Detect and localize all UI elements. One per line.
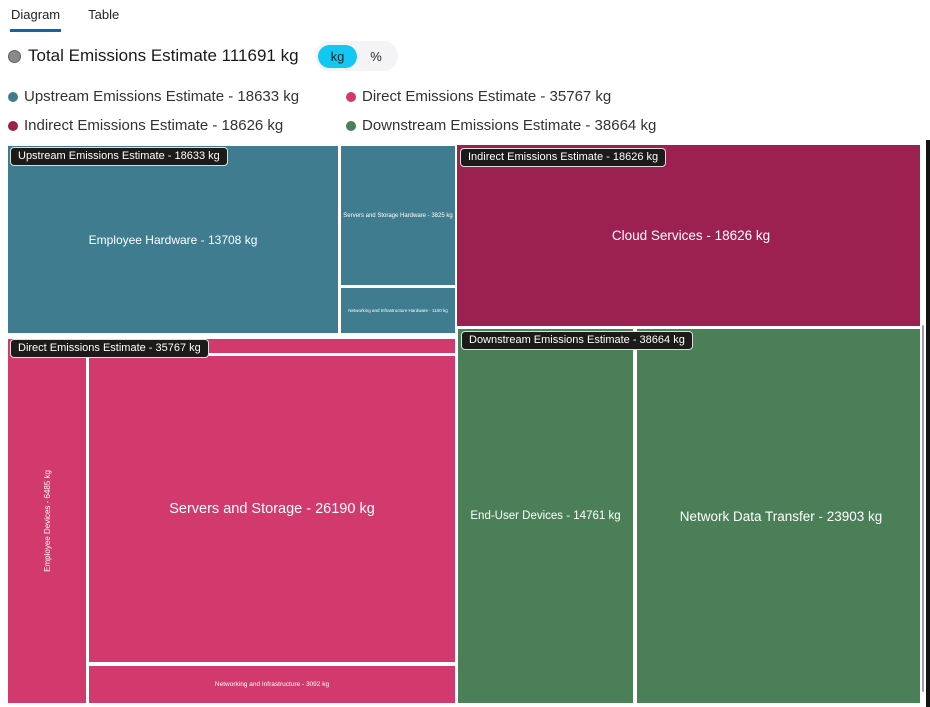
downstream-dot-icon bbox=[346, 120, 356, 131]
unit-toggle-kg[interactable]: kg bbox=[317, 44, 358, 68]
unit-toggle-percent[interactable]: % bbox=[370, 48, 382, 64]
treemap-box-end-user-devices[interactable]: End-User Devices - 14761 kg bbox=[458, 329, 633, 703]
legend-row-1: Upstream Emissions Estimate - 18633 kg D… bbox=[8, 82, 930, 111]
tab-bar: Diagram Table bbox=[0, 0, 930, 32]
treemap-box-networking-infrastructure-hardware[interactable]: Networking and Infrastructure Hardware -… bbox=[341, 288, 455, 333]
treemap-box-cloud-services[interactable]: Cloud Services - 18626 kg bbox=[457, 145, 925, 326]
treemap-box-servers-storage-hardware[interactable]: Servers and Storage Hardware - 3825 kg bbox=[341, 146, 455, 285]
legend: Upstream Emissions Estimate - 18633 kg D… bbox=[8, 82, 930, 140]
legend-item-upstream[interactable]: Upstream Emissions Estimate - 18633 kg bbox=[8, 88, 346, 105]
downstream-group-badge: Downstream Emissions Estimate - 38664 kg bbox=[461, 331, 693, 350]
indirect-dot-icon bbox=[8, 120, 18, 131]
legend-label-upstream: Upstream Emissions Estimate - 18633 kg bbox=[24, 88, 300, 105]
window-right-edge bbox=[926, 140, 930, 707]
direct-group-badge: Direct Emissions Estimate - 35767 kg bbox=[10, 339, 209, 358]
tab-diagram[interactable]: Diagram bbox=[10, 5, 62, 32]
legend-item-indirect[interactable]: Indirect Emissions Estimate - 18626 kg bbox=[8, 117, 346, 134]
legend-item-direct[interactable]: Direct Emissions Estimate - 35767 kg bbox=[346, 88, 611, 105]
legend-label-indirect: Indirect Emissions Estimate - 18626 kg bbox=[24, 117, 284, 134]
tab-table[interactable]: Table bbox=[88, 7, 120, 22]
upstream-dot-icon bbox=[8, 91, 18, 102]
legend-item-downstream[interactable]: Downstream Emissions Estimate - 38664 kg bbox=[346, 117, 656, 134]
treemap-box-servers-and-storage[interactable]: Servers and Storage - 26190 kg bbox=[89, 356, 455, 662]
direct-dot-icon bbox=[346, 91, 356, 102]
upstream-group-badge: Upstream Emissions Estimate - 18633 kg bbox=[10, 147, 228, 166]
employee-devices-label: Employee Devices - 6485 kg bbox=[42, 470, 52, 572]
legend-row-2: Indirect Emissions Estimate - 18626 kg D… bbox=[8, 111, 930, 140]
total-emissions-label: Total Emissions Estimate 111691 kg bbox=[28, 46, 299, 65]
legend-label-direct: Direct Emissions Estimate - 35767 kg bbox=[362, 88, 612, 105]
indirect-group-badge: Indirect Emissions Estimate - 18626 kg bbox=[460, 148, 667, 167]
unit-toggle: kg % bbox=[314, 41, 398, 71]
treemap-box-network-data-transfer[interactable]: Network Data Transfer - 23903 kg bbox=[637, 329, 925, 703]
treemap-box-employee-devices[interactable]: Employee Devices - 6485 kg bbox=[8, 339, 86, 703]
vertical-scrollbar-thumb[interactable] bbox=[922, 325, 924, 692]
total-row: Total Emissions Estimate 111691 kg kg % bbox=[8, 40, 930, 72]
treemap-box-employee-hardware[interactable]: Employee Hardware - 13708 kg bbox=[8, 146, 338, 333]
treemap-diagram: Upstream Emissions Estimate - 18633 kg E… bbox=[0, 140, 930, 707]
total-dot-icon bbox=[8, 49, 21, 63]
legend-label-downstream: Downstream Emissions Estimate - 38664 kg bbox=[362, 117, 657, 134]
treemap-box-networking-and-infrastructure[interactable]: Networking and Infrastructure - 3092 kg bbox=[89, 666, 455, 703]
